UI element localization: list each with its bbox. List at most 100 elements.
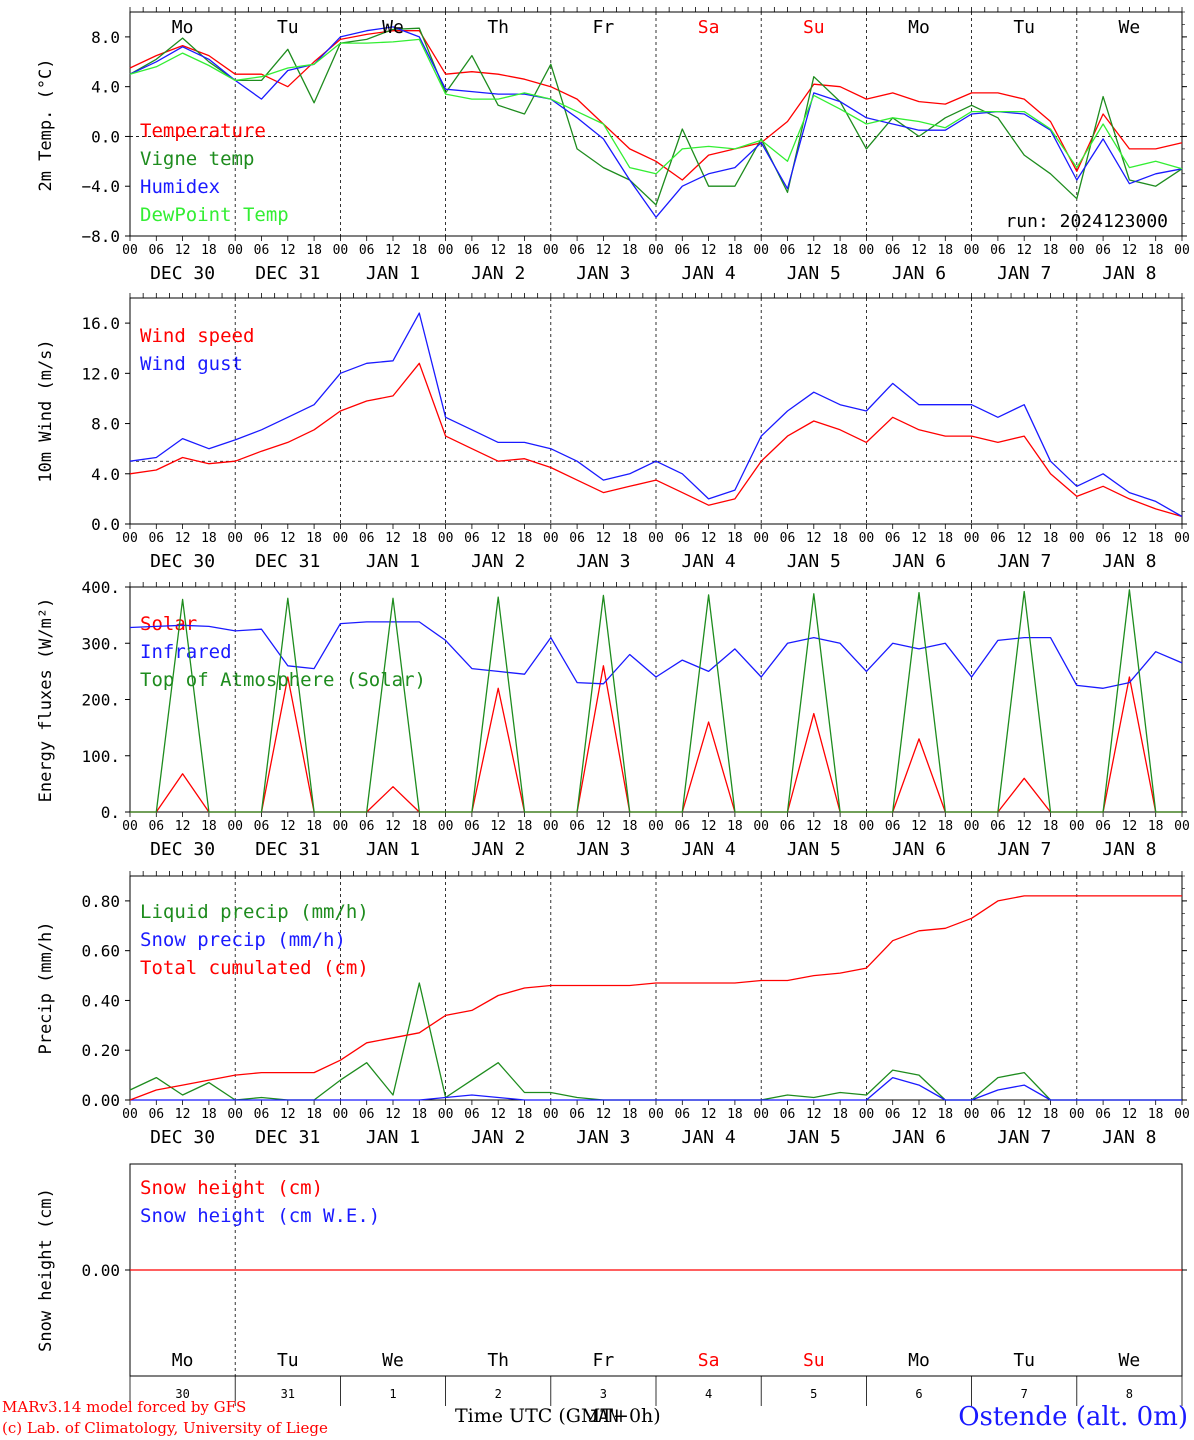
hour-label: 12 xyxy=(911,1107,927,1122)
hour-label: 06 xyxy=(359,531,375,546)
date-label: JAN 5 xyxy=(787,263,841,284)
hour-label: 00 xyxy=(859,1107,875,1122)
hour-label: 12 xyxy=(596,819,612,834)
hour-label: 06 xyxy=(148,819,164,834)
legend-entry: Vigne temp xyxy=(140,148,254,170)
hour-label: 00 xyxy=(122,1107,138,1122)
legend-entry: Snow height (cm W.E.) xyxy=(140,1205,380,1227)
hour-label: 12 xyxy=(280,243,296,258)
y-tick-label: 400. xyxy=(81,578,120,597)
hour-label: 06 xyxy=(990,819,1006,834)
weekday-label: We xyxy=(382,1350,404,1371)
hour-label: 18 xyxy=(306,243,322,258)
y-tick-label: 0.20 xyxy=(81,1041,120,1060)
hour-label: 12 xyxy=(596,243,612,258)
hour-label: 00 xyxy=(227,243,243,258)
hour-label: 06 xyxy=(1095,243,1111,258)
hour-label: 18 xyxy=(1148,819,1164,834)
hour-label: 06 xyxy=(1095,531,1111,546)
hour-label: 18 xyxy=(1148,531,1164,546)
day-number: 1 xyxy=(389,1387,396,1401)
hour-label: 00 xyxy=(438,243,454,258)
lab-credit: (c) Lab. of Climatology, University of L… xyxy=(2,1419,328,1437)
hour-label: 06 xyxy=(990,243,1006,258)
hour-label: 12 xyxy=(701,243,717,258)
day-number: 4 xyxy=(705,1387,712,1401)
hour-label: 12 xyxy=(280,819,296,834)
hour-label: 12 xyxy=(385,531,401,546)
date-label: DEC 31 xyxy=(255,551,320,572)
hour-label: 12 xyxy=(911,819,927,834)
hour-label: 06 xyxy=(254,819,270,834)
y-tick-label: 0.0 xyxy=(91,127,120,146)
hour-label: 18 xyxy=(306,1107,322,1122)
y-tick-label: 0.40 xyxy=(81,991,120,1010)
hour-label: 00 xyxy=(859,531,875,546)
hour-label: 18 xyxy=(832,1107,848,1122)
weekday-label: Tu xyxy=(1013,1350,1035,1371)
y-tick-label: 0.80 xyxy=(81,892,120,911)
hour-label: 06 xyxy=(254,531,270,546)
date-label: JAN 8 xyxy=(1102,551,1156,572)
weekday-label: Fr xyxy=(593,17,615,38)
weekday-label: Th xyxy=(487,17,509,38)
hour-label: 06 xyxy=(780,531,796,546)
hour-label: 00 xyxy=(333,243,349,258)
date-label: JAN 7 xyxy=(997,551,1051,572)
date-label: JAN 3 xyxy=(576,1127,630,1148)
date-label: DEC 30 xyxy=(150,551,215,572)
hour-label: 00 xyxy=(122,531,138,546)
y-tick-label: 0.00 xyxy=(81,1091,120,1110)
y-tick-label: 0.60 xyxy=(81,942,120,961)
hour-label: 12 xyxy=(490,531,506,546)
date-label: JAN 7 xyxy=(997,839,1051,860)
hour-label: 00 xyxy=(753,531,769,546)
y-tick-label: 0.00 xyxy=(81,1261,120,1280)
date-label: JAN 3 xyxy=(576,551,630,572)
hour-label: 12 xyxy=(385,1107,401,1122)
hour-label: 06 xyxy=(148,1107,164,1122)
hour-label: 06 xyxy=(569,243,585,258)
hour-label: 18 xyxy=(622,243,638,258)
date-label: DEC 31 xyxy=(255,839,320,860)
hour-label: 18 xyxy=(832,531,848,546)
hour-label: 00 xyxy=(122,819,138,834)
y-tick-label: −4.0 xyxy=(81,177,120,196)
hour-label: 18 xyxy=(306,819,322,834)
hour-label: 00 xyxy=(438,819,454,834)
hour-label: 12 xyxy=(490,819,506,834)
hour-label: 12 xyxy=(280,531,296,546)
day-number: 30 xyxy=(175,1387,189,1401)
y-tick-label: 0. xyxy=(101,803,120,822)
hour-label: 00 xyxy=(1174,243,1190,258)
hour-label: 00 xyxy=(227,1107,243,1122)
date-label: JAN 1 xyxy=(366,551,420,572)
hour-label: 00 xyxy=(753,243,769,258)
hour-label: 06 xyxy=(464,819,480,834)
hour-label: 18 xyxy=(1043,1107,1059,1122)
date-label: JAN 6 xyxy=(892,263,946,284)
hour-label: 12 xyxy=(596,1107,612,1122)
plot-frame-1 xyxy=(129,11,1183,237)
hour-label: 06 xyxy=(674,819,690,834)
date-label: DEC 30 xyxy=(150,1127,215,1148)
hour-label: 00 xyxy=(648,1107,664,1122)
hour-label: 12 xyxy=(385,243,401,258)
date-label: JAN 2 xyxy=(471,1127,525,1148)
day-number: 5 xyxy=(810,1387,817,1401)
hour-label: 12 xyxy=(911,531,927,546)
hour-label: 18 xyxy=(201,819,217,834)
hour-label: 06 xyxy=(464,531,480,546)
legend-entry: Liquid precip (mm/h) xyxy=(140,901,369,923)
date-label: JAN 1 xyxy=(366,263,420,284)
hour-label: 18 xyxy=(832,243,848,258)
date-label: JAN 3 xyxy=(576,839,630,860)
legend-entry: Temperature xyxy=(140,120,266,142)
hour-label: 00 xyxy=(753,1107,769,1122)
hour-label: 12 xyxy=(1122,531,1138,546)
hour-label: 00 xyxy=(1069,1107,1085,1122)
hour-label: 00 xyxy=(964,243,980,258)
y-tick-label: 300. xyxy=(81,634,120,653)
date-label: JAN 5 xyxy=(787,839,841,860)
hour-label: 00 xyxy=(964,819,980,834)
